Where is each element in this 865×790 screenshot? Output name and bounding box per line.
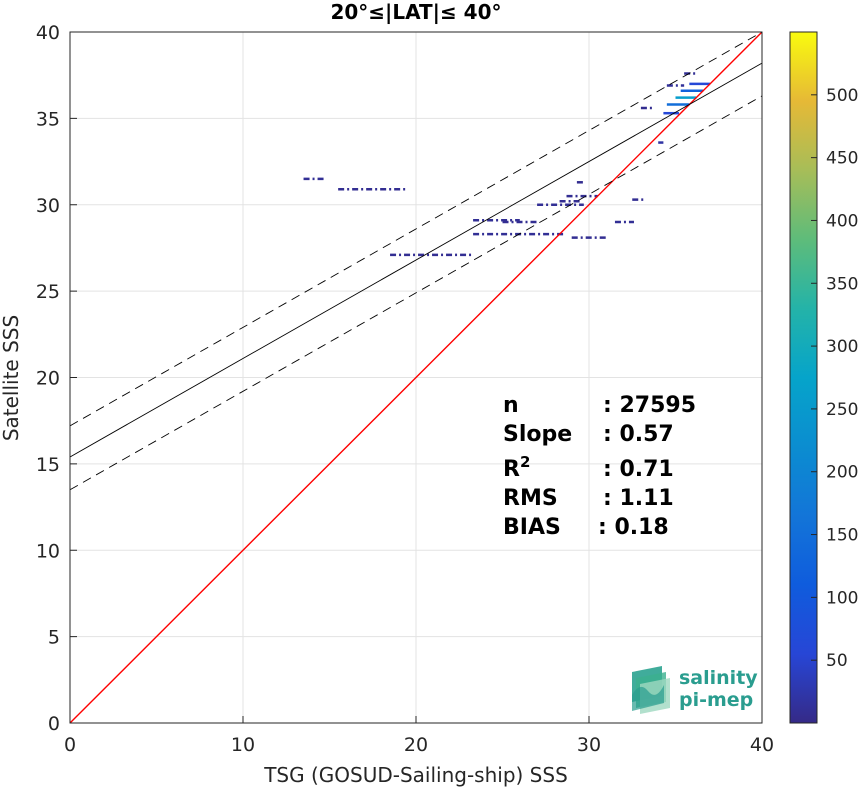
colorbar-tick-label-1: 100: [826, 588, 858, 608]
y-tick-label-8: 40: [36, 22, 60, 44]
x-tick-label-3: 30: [577, 734, 601, 756]
stat-label-3: RMS: [503, 486, 558, 511]
logo-line1: salinity: [679, 667, 758, 689]
colorbar-tick-label-6: 350: [826, 274, 858, 294]
colorbar-tick-label-9: 500: [826, 86, 858, 106]
y-tick-label-4: 20: [36, 368, 60, 390]
x-tick-label-1: 10: [231, 734, 255, 756]
y-tick-label-7: 35: [36, 108, 60, 130]
y-tick-label-5: 25: [36, 281, 60, 303]
stat-label-4: BIAS: [503, 515, 561, 540]
colorbar-tick-label-5: 300: [826, 337, 858, 357]
y-tick-label-3: 15: [36, 454, 60, 476]
y-tick-label-0: 0: [48, 713, 60, 735]
stat-value-2: : 0.71: [603, 457, 674, 482]
y-tick-label-6: 30: [36, 195, 60, 217]
stat-value-4: : 0.18: [598, 515, 669, 540]
stat-value-0: : 27595: [603, 393, 696, 418]
stat-label-0: n: [503, 393, 519, 418]
colorbar-tick-label-0: 50: [826, 651, 848, 671]
grid: [70, 32, 762, 723]
line-fit-: [69, 95, 763, 491]
statistics-box: n : 27595 Slope : 0.57 R2 : 0.71 RMS : 1.11 BIAS…: [503, 393, 696, 540]
y-tick-label-1: 5: [48, 627, 60, 649]
colorbar-tick-labels: 50 100 150 200 250 300 350 400 450 500: [811, 86, 858, 671]
stat-label-1: Slope: [503, 422, 572, 447]
density-marks: [303, 72, 711, 257]
logo-line2: pi-mep: [679, 689, 753, 711]
chart-title: 20°≤|LAT|≤ 40°: [330, 0, 501, 24]
x-tick-label-4: 40: [750, 734, 774, 756]
y-tick-label-2: 10: [36, 540, 60, 562]
stat-value-1: : 0.57: [603, 422, 674, 447]
colorbar-tick-label-8: 450: [826, 149, 858, 169]
colorbar-tick-label-2: 150: [826, 526, 858, 546]
colorbar-tick-label-4: 250: [826, 400, 858, 420]
wave-logo-icon: [632, 666, 670, 714]
colorbar: [789, 31, 818, 724]
line-fit: [69, 62, 763, 458]
stat-value-3: : 1.11: [603, 486, 674, 511]
line-1:1: [69, 31, 763, 724]
regression-lines: [69, 31, 763, 724]
x-tick-labels: 0 10 20 30 40: [64, 716, 774, 756]
line-fit+: [69, 31, 763, 427]
stat-label-2: R2: [503, 453, 530, 482]
x-tick-label-2: 20: [404, 734, 428, 756]
y-axis-label: Satellite SSS: [0, 315, 23, 441]
salinity-pimep-logo: salinity pi-mep: [632, 666, 758, 714]
x-tick-label-0: 0: [64, 734, 76, 756]
colorbar-tick-label-3: 200: [826, 463, 858, 483]
colorbar-tick-label-7: 400: [826, 211, 858, 231]
y-tick-labels: 0 5 10 15 20 25 30 35 40: [36, 22, 77, 735]
x-axis-label: TSG (GOSUD-Sailing-ship) SSS: [263, 763, 568, 787]
